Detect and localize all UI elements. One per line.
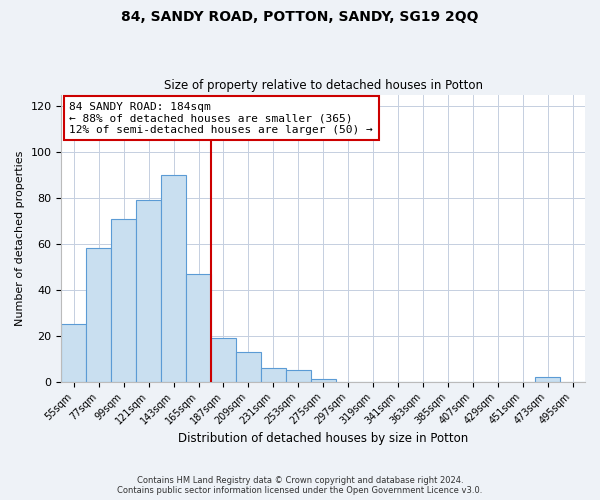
Bar bbox=[136, 200, 161, 382]
Title: Size of property relative to detached houses in Potton: Size of property relative to detached ho… bbox=[164, 79, 483, 92]
Bar bbox=[161, 175, 186, 382]
Text: Contains HM Land Registry data © Crown copyright and database right 2024.
Contai: Contains HM Land Registry data © Crown c… bbox=[118, 476, 482, 495]
Y-axis label: Number of detached properties: Number of detached properties bbox=[15, 150, 25, 326]
Bar bbox=[236, 352, 261, 382]
Bar bbox=[111, 218, 136, 382]
Bar bbox=[535, 377, 560, 382]
X-axis label: Distribution of detached houses by size in Potton: Distribution of detached houses by size … bbox=[178, 432, 469, 445]
Bar bbox=[61, 324, 86, 382]
Text: 84, SANDY ROAD, POTTON, SANDY, SG19 2QQ: 84, SANDY ROAD, POTTON, SANDY, SG19 2QQ bbox=[121, 10, 479, 24]
Bar bbox=[211, 338, 236, 382]
Bar bbox=[186, 274, 211, 382]
Bar bbox=[86, 248, 111, 382]
Text: 84 SANDY ROAD: 184sqm
← 88% of detached houses are smaller (365)
12% of semi-det: 84 SANDY ROAD: 184sqm ← 88% of detached … bbox=[69, 102, 373, 135]
Bar bbox=[286, 370, 311, 382]
Bar bbox=[311, 380, 335, 382]
Bar bbox=[261, 368, 286, 382]
